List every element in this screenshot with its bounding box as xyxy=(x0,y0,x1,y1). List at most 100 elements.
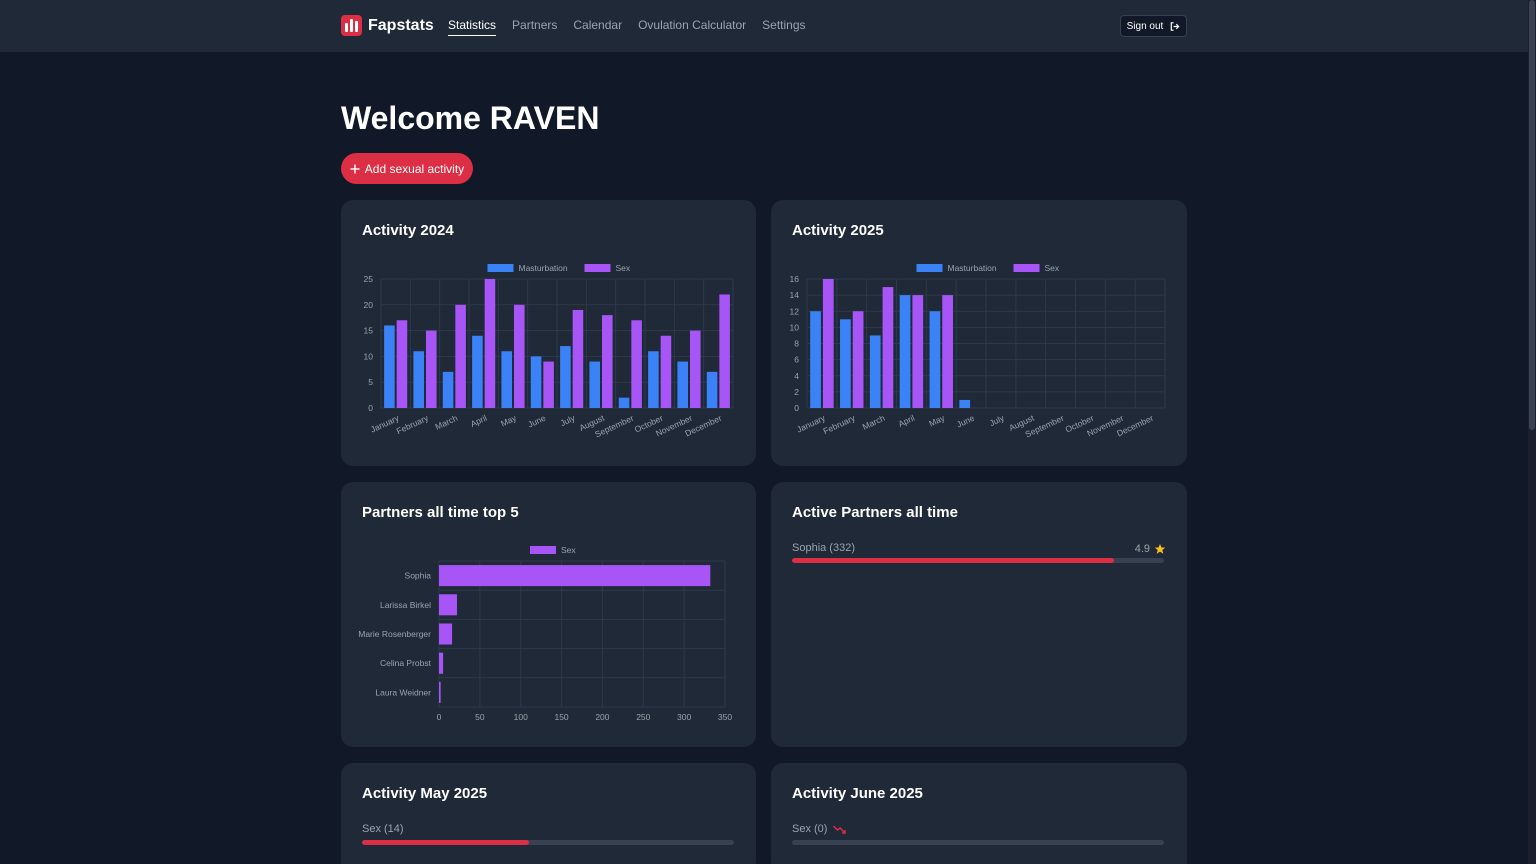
y-tick-label: 0 xyxy=(794,403,799,413)
y-tick-label: 14 xyxy=(790,290,800,300)
x-tick-label: April xyxy=(469,413,489,429)
bar-masturbation xyxy=(706,371,718,408)
bar-masturbation xyxy=(501,351,512,408)
partners-top5-chart: Sex 0 50 100 150 200 250 300 350 Sophia Larissa Bi… xyxy=(358,545,732,722)
sex-count-label: Sex (0) xyxy=(792,823,828,835)
x-tick-label: 0 xyxy=(437,712,442,722)
x-tick-label: May xyxy=(499,412,518,428)
x-tick-label: June xyxy=(526,413,547,430)
sign-out-icon xyxy=(1171,21,1180,31)
sex-progress-fill xyxy=(362,840,530,845)
y-tick-label: 15 xyxy=(364,326,374,336)
bar-sex xyxy=(912,295,924,408)
trending-down-icon xyxy=(833,825,847,834)
y-tick-label: Sophia xyxy=(405,571,432,581)
y-tick-label: Laura Weidner xyxy=(375,687,431,697)
bar-masturbation xyxy=(929,311,941,408)
partner-label[interactable]: Sophia (332) xyxy=(792,542,855,554)
bar-sex xyxy=(455,304,466,408)
y-tick-label: 4 xyxy=(794,371,799,381)
sign-out-label: Sign out xyxy=(1126,20,1164,32)
x-tick-label: February xyxy=(395,412,431,436)
card-activity-may-2025: Activity May 2025 Sex (14) xyxy=(341,763,756,864)
x-tick-label: 100 xyxy=(514,712,528,722)
scrollbar-thumb[interactable] xyxy=(1529,0,1535,430)
legend-label: Masturbation xyxy=(519,263,568,273)
y-tick-label: 2 xyxy=(794,387,799,397)
top-navbar: Fapstats Statistics Partners Calendar Ov… xyxy=(0,0,1528,52)
legend-swatch xyxy=(487,264,514,272)
x-tick-label: 200 xyxy=(595,712,609,722)
card-title: Activity 2024 xyxy=(362,222,454,239)
x-tick-label: 250 xyxy=(636,712,650,722)
bar-sex xyxy=(602,315,613,408)
y-tick-label: 5 xyxy=(368,377,373,387)
x-tick-label: July xyxy=(559,412,578,428)
bar-masturbation xyxy=(442,371,454,408)
y-tick-label: 0 xyxy=(368,403,373,413)
nav-calendar[interactable]: Calendar xyxy=(573,18,623,32)
logo-icon xyxy=(341,15,362,36)
x-tick-label: March xyxy=(434,413,460,432)
y-tick-label: Celina Probst xyxy=(380,658,432,668)
card-activity-2025: Activity 2025 Masturbation Sex 0 2 4 6 8 10 12 14… xyxy=(771,200,1187,466)
bar-sex xyxy=(719,294,730,408)
x-tick-label: June xyxy=(955,413,976,430)
x-tick-label: May xyxy=(927,412,946,428)
x-tick-label: July xyxy=(988,412,1007,428)
bar-sex xyxy=(439,652,444,674)
bar-sex xyxy=(852,311,864,408)
bar-masturbation xyxy=(899,295,911,408)
y-tick-label: 10 xyxy=(364,351,374,361)
bar-masturbation xyxy=(413,351,424,408)
legend-label: Sex xyxy=(561,545,576,555)
bar-sex xyxy=(439,594,457,616)
bar-sex xyxy=(514,304,525,408)
bar-sex xyxy=(439,565,711,587)
scrollbar-track[interactable] xyxy=(1528,0,1536,864)
bar-sex xyxy=(660,335,672,408)
y-tick-label: 20 xyxy=(364,300,374,310)
card-partners-top5: Partners all time top 5 Sex 0 50 100 150 200 2… xyxy=(341,482,756,747)
y-tick-label: Larissa Birkel xyxy=(380,600,431,610)
x-tick-label: 50 xyxy=(475,712,485,722)
card-title: Activity May 2025 xyxy=(362,785,488,802)
legend-label: Masturbation xyxy=(948,263,997,273)
bar-masturbation xyxy=(560,346,571,408)
nav-ovulation-calculator[interactable]: Ovulation Calculator xyxy=(638,18,747,32)
bar-masturbation xyxy=(530,356,542,408)
bar-sex xyxy=(690,330,701,408)
nav-partners[interactable]: Partners xyxy=(512,18,558,32)
legend-swatch xyxy=(584,264,611,272)
partner-progress-bar xyxy=(792,558,1164,563)
bar-sex xyxy=(543,361,554,408)
bar-masturbation xyxy=(840,319,851,408)
card-activity-2024: Activity 2024 Masturbation Sex 0 5 10 15 20 25 J… xyxy=(341,200,756,466)
add-sexual-activity-button[interactable]: Add sexual activity xyxy=(341,153,473,184)
activity-2024-chart: Masturbation Sex0510152025JanuaryFebruary… xyxy=(364,263,734,439)
brand[interactable]: Fapstats xyxy=(341,15,434,36)
bar-sex xyxy=(484,279,496,408)
nav-settings[interactable]: Settings xyxy=(762,18,806,32)
bar-masturbation xyxy=(589,361,600,408)
card-title: Activity June 2025 xyxy=(792,785,923,802)
legend-swatch xyxy=(530,546,556,554)
y-tick-label: Marie Rosenberger xyxy=(358,629,431,639)
bar-sex xyxy=(439,681,441,703)
bar-sex xyxy=(882,287,894,408)
y-tick-label: 25 xyxy=(364,274,374,284)
x-tick-label: 150 xyxy=(554,712,568,722)
sex-progress-bar xyxy=(362,840,734,845)
bar-sex xyxy=(942,295,953,408)
legend-label: Sex xyxy=(1045,263,1060,273)
y-tick-label: 12 xyxy=(790,306,800,316)
nav-statistics[interactable]: Statistics xyxy=(448,18,497,36)
card-activity-june-2025: Activity June 2025 Sex (0) xyxy=(771,763,1187,864)
activity-2025-chart: Masturbation Sex0246810121416JanuaryFebru… xyxy=(790,263,1166,439)
legend-swatch xyxy=(916,264,943,272)
bar-masturbation xyxy=(384,325,395,408)
sex-progress-bar xyxy=(792,840,1164,845)
bar-masturbation xyxy=(959,399,971,408)
sign-out-button[interactable]: Sign out xyxy=(1120,15,1187,37)
star-icon xyxy=(1154,544,1166,554)
